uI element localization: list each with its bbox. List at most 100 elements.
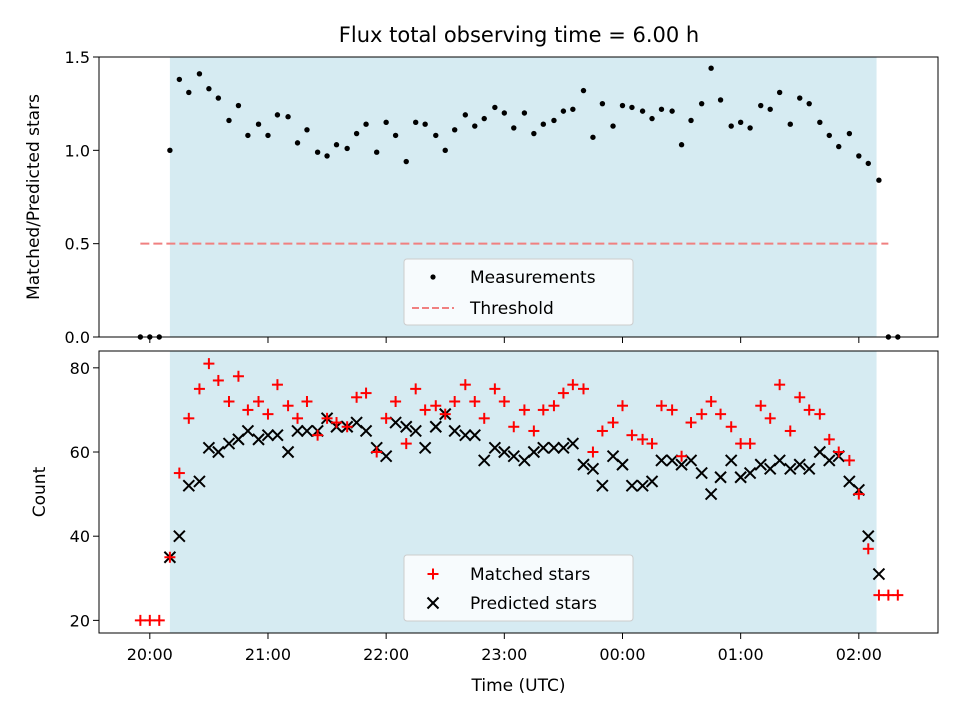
- predicted-star-point: [596, 479, 609, 492]
- matched-star-point: [843, 454, 855, 466]
- measurement-point: [274, 112, 281, 118]
- matched-star-point: [223, 396, 235, 408]
- measurement-point: [551, 117, 557, 124]
- matched-star-point: [153, 614, 165, 626]
- measurement-point: [698, 100, 705, 107]
- predicted-star-point: [566, 437, 580, 450]
- matched-star-point: [203, 358, 215, 370]
- predicted-star-point: [429, 420, 442, 433]
- matched-star-point: [144, 614, 156, 626]
- measurement-point: [817, 119, 823, 126]
- predicted-star-point: [409, 424, 422, 438]
- predicted-star-point: [684, 454, 698, 467]
- matched-star-point: [380, 412, 392, 424]
- legend-measurements-label: Measurements: [470, 268, 596, 288]
- predicted-star-point: [537, 441, 550, 455]
- measurement-point: [333, 142, 340, 148]
- matched-star-point: [833, 446, 845, 458]
- measurement-point: [560, 108, 567, 114]
- measurement-point: [451, 127, 458, 133]
- measurement-point: [492, 104, 498, 111]
- predicted-star-point: [665, 454, 679, 467]
- matched-star-point: [567, 379, 579, 391]
- predicted-star-point: [173, 529, 186, 543]
- matched-star-point: [282, 400, 294, 412]
- matched-star-point: [173, 467, 185, 479]
- measurement-point: [442, 147, 448, 154]
- matched-star-point: [508, 421, 520, 433]
- matched-star-point: [371, 446, 383, 458]
- predicted-star-point: [675, 458, 688, 471]
- measurement-point: [462, 112, 469, 118]
- measurement-point: [708, 65, 714, 71]
- measurement-point: [717, 97, 724, 103]
- x-tick-label: 00:00: [599, 645, 645, 664]
- matched-star-point: [351, 391, 363, 403]
- legend-measurements-marker: [430, 274, 436, 280]
- predicted-star-point: [389, 416, 402, 429]
- matched-star-point: [637, 433, 649, 445]
- measurement-point: [403, 158, 409, 165]
- matched-star-point: [755, 400, 767, 412]
- matched-star-point: [183, 412, 195, 424]
- matched-star-point: [705, 396, 717, 408]
- matched-star-point: [518, 404, 530, 416]
- matched-star-point: [449, 396, 461, 408]
- top-y-ticks: 0.0 0.5 1.0 1.5: [65, 48, 99, 347]
- predicted-star-point: [872, 567, 886, 581]
- matched-star-point: [469, 396, 481, 408]
- bottom-x-ticks: 20:00 21:00 22:00 23:00 00:00 01:00 02:00: [127, 633, 882, 664]
- measurement-point: [806, 100, 812, 107]
- predicted-star-point: [379, 450, 393, 463]
- measurement-point: [412, 119, 419, 126]
- measurement-point: [265, 132, 271, 139]
- measurement-point: [758, 102, 764, 109]
- measurement-point: [294, 140, 301, 146]
- predicted-star-point: [734, 471, 747, 484]
- measurement-point: [580, 87, 587, 94]
- measurement-point: [846, 130, 853, 137]
- y-tick-label: 0.5: [65, 235, 90, 254]
- matched-star-point: [784, 425, 796, 437]
- predicted-star-point: [261, 428, 275, 442]
- matched-star-point: [360, 387, 372, 399]
- predicted-star-point: [645, 475, 659, 488]
- measurement-point: [196, 71, 203, 77]
- measurement-point: [856, 153, 862, 159]
- matched-star-point: [596, 425, 608, 437]
- measurement-point: [747, 125, 753, 131]
- matched-star-point: [735, 438, 747, 450]
- measurement-point: [235, 102, 242, 109]
- measurement-point: [481, 115, 487, 122]
- x-axis-label: Time (UTC): [471, 676, 566, 696]
- matched-star-point: [548, 400, 560, 412]
- matched-star-point: [390, 396, 402, 408]
- measurement-point: [639, 108, 646, 114]
- matched-star-point: [489, 383, 501, 395]
- measurement-point: [865, 160, 871, 167]
- measurement-point: [531, 130, 537, 137]
- matched-star-point: [626, 429, 638, 441]
- predicted-star-point: [655, 454, 668, 467]
- legend-matched-label: Matched stars: [470, 565, 590, 585]
- measurement-point: [678, 142, 685, 148]
- chart-title: Flux total observing time = 6.00 h: [339, 23, 699, 47]
- predicted-star-point: [557, 441, 570, 455]
- measurement-point: [226, 117, 232, 124]
- matched-star-point: [774, 379, 786, 391]
- measurement-point: [649, 115, 655, 122]
- matched-star-point: [892, 589, 904, 601]
- predicted-star-point: [459, 428, 472, 442]
- matched-star-point: [478, 412, 490, 424]
- matched-star-point: [873, 589, 885, 601]
- matched-star-point: [646, 438, 658, 450]
- predicted-star-point: [300, 424, 314, 438]
- y-tick-label: 40: [70, 527, 90, 546]
- measurement-point: [570, 106, 576, 112]
- predicted-star-point: [695, 466, 708, 480]
- predicted-star-point: [252, 433, 265, 446]
- measurement-point: [186, 89, 192, 96]
- matched-star-point: [557, 387, 569, 399]
- matched-star-point: [607, 417, 619, 429]
